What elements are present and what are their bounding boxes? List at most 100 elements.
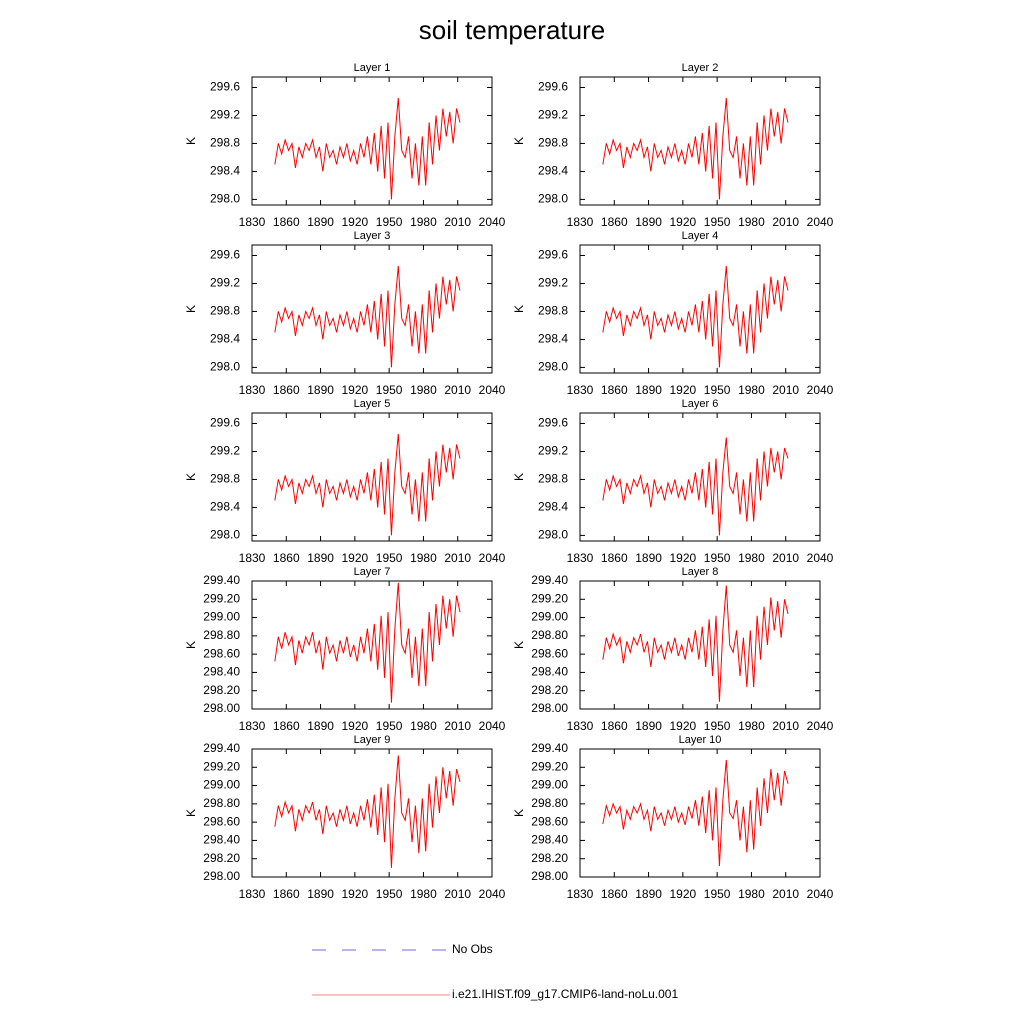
x-tick-label: 1950 bbox=[704, 215, 731, 229]
y-axis-label: K bbox=[512, 809, 526, 817]
data-line bbox=[602, 265, 789, 368]
x-tick-label: 1890 bbox=[307, 383, 334, 397]
y-tick-label: 299.40 bbox=[203, 741, 240, 755]
panel-title: Layer 9 bbox=[354, 734, 391, 746]
x-tick-label: 1860 bbox=[601, 383, 628, 397]
y-tick-label: 299.00 bbox=[531, 610, 568, 624]
data-line bbox=[274, 97, 461, 200]
y-tick-label: 298.40 bbox=[531, 665, 568, 679]
x-tick-label: 1890 bbox=[635, 383, 662, 397]
panel-title: Layer 10 bbox=[679, 734, 722, 746]
x-tick-label: 1950 bbox=[704, 383, 731, 397]
x-tick-label: 1890 bbox=[635, 719, 662, 733]
y-tick-label: 298.4 bbox=[538, 500, 568, 514]
y-axis-label: K bbox=[184, 305, 198, 313]
data-line bbox=[602, 437, 789, 536]
y-tick-label: 298.8 bbox=[210, 304, 240, 318]
y-tick-label: 299.2 bbox=[538, 276, 568, 290]
x-tick-label: 1950 bbox=[704, 551, 731, 565]
x-tick-label: 2010 bbox=[444, 551, 471, 565]
x-tick-label: 1890 bbox=[635, 551, 662, 565]
x-tick-label: 2040 bbox=[479, 551, 506, 565]
x-tick-label: 2010 bbox=[772, 383, 799, 397]
y-tick-label: 298.80 bbox=[531, 796, 568, 810]
x-tick-label: 1950 bbox=[376, 383, 403, 397]
y-tick-label: 298.4 bbox=[210, 164, 240, 178]
y-tick-label: 299.6 bbox=[538, 248, 568, 262]
y-tick-label: 298.80 bbox=[531, 628, 568, 642]
y-axis-label: K bbox=[184, 641, 198, 649]
x-tick-label: 1950 bbox=[704, 719, 731, 733]
y-tick-label: 298.40 bbox=[531, 833, 568, 847]
x-tick-label: 1890 bbox=[635, 215, 662, 229]
y-tick-label: 298.40 bbox=[203, 665, 240, 679]
x-tick-label: 1860 bbox=[273, 887, 300, 901]
x-tick-label: 1860 bbox=[601, 719, 628, 733]
x-tick-label: 2040 bbox=[479, 719, 506, 733]
data-line bbox=[602, 97, 789, 200]
x-tick-label: 1920 bbox=[342, 551, 369, 565]
x-tick-label: 1830 bbox=[239, 383, 266, 397]
x-tick-label: 2040 bbox=[807, 551, 834, 565]
x-tick-label: 1830 bbox=[567, 383, 594, 397]
y-tick-label: 299.6 bbox=[538, 80, 568, 94]
y-tick-label: 299.2 bbox=[210, 276, 240, 290]
panel-title: Layer 6 bbox=[682, 398, 719, 410]
y-tick-label: 299.6 bbox=[210, 248, 240, 262]
x-tick-label: 1920 bbox=[342, 887, 369, 901]
y-tick-label: 298.8 bbox=[210, 136, 240, 150]
plot-frame bbox=[579, 748, 821, 878]
y-tick-label: 298.00 bbox=[531, 701, 568, 715]
x-tick-label: 1830 bbox=[567, 551, 594, 565]
y-tick-label: 299.6 bbox=[210, 416, 240, 430]
x-tick-label: 1950 bbox=[376, 215, 403, 229]
x-tick-label: 1830 bbox=[567, 719, 594, 733]
y-axis-label: K bbox=[512, 641, 526, 649]
plot-frame bbox=[251, 580, 493, 710]
y-tick-label: 298.20 bbox=[203, 683, 240, 697]
y-tick-label: 298.0 bbox=[210, 528, 240, 542]
y-tick-label: 299.00 bbox=[203, 778, 240, 792]
panel-title: Layer 5 bbox=[354, 398, 391, 410]
y-axis-label: K bbox=[184, 473, 198, 481]
y-tick-label: 298.80 bbox=[203, 796, 240, 810]
data-line bbox=[274, 582, 461, 703]
y-tick-label: 299.20 bbox=[203, 759, 240, 773]
x-tick-label: 1920 bbox=[342, 719, 369, 733]
data-line bbox=[602, 585, 789, 702]
y-tick-label: 299.6 bbox=[538, 416, 568, 430]
x-tick-label: 1860 bbox=[273, 215, 300, 229]
y-tick-label: 298.0 bbox=[210, 192, 240, 206]
x-tick-label: 1860 bbox=[601, 887, 628, 901]
x-tick-label: 2010 bbox=[444, 719, 471, 733]
y-tick-label: 298.20 bbox=[531, 683, 568, 697]
x-tick-label: 2040 bbox=[479, 887, 506, 901]
panel-title: Layer 8 bbox=[682, 566, 719, 578]
plot-frame bbox=[251, 412, 493, 542]
y-tick-label: 298.0 bbox=[538, 360, 568, 374]
legend-label: No Obs bbox=[452, 942, 493, 956]
y-tick-label: 298.8 bbox=[210, 472, 240, 486]
x-tick-label: 1950 bbox=[376, 551, 403, 565]
x-tick-label: 1830 bbox=[239, 719, 266, 733]
x-tick-label: 1830 bbox=[567, 887, 594, 901]
x-tick-label: 1980 bbox=[738, 551, 765, 565]
plot-frame bbox=[251, 748, 493, 878]
x-tick-label: 2010 bbox=[444, 887, 471, 901]
x-tick-label: 1980 bbox=[410, 551, 437, 565]
x-tick-label: 2010 bbox=[772, 719, 799, 733]
x-tick-label: 1890 bbox=[635, 887, 662, 901]
data-line bbox=[274, 265, 461, 368]
x-tick-label: 1890 bbox=[307, 215, 334, 229]
y-axis-label: K bbox=[184, 137, 198, 145]
y-tick-label: 299.00 bbox=[531, 778, 568, 792]
x-tick-label: 1920 bbox=[670, 719, 697, 733]
y-tick-label: 298.60 bbox=[203, 814, 240, 828]
y-tick-label: 298.0 bbox=[210, 360, 240, 374]
y-tick-label: 299.40 bbox=[203, 573, 240, 587]
x-tick-label: 1890 bbox=[307, 719, 334, 733]
x-tick-label: 1980 bbox=[738, 719, 765, 733]
y-tick-label: 298.4 bbox=[210, 332, 240, 346]
x-tick-label: 1890 bbox=[307, 887, 334, 901]
